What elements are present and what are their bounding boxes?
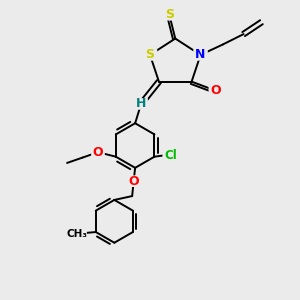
Text: S: S [165,8,174,21]
Text: O: O [210,84,221,97]
Text: O: O [93,146,103,159]
Text: S: S [146,48,154,62]
FancyBboxPatch shape [163,149,179,161]
FancyBboxPatch shape [162,9,177,21]
Text: H: H [136,98,146,110]
FancyBboxPatch shape [67,228,87,239]
FancyBboxPatch shape [193,49,208,61]
FancyBboxPatch shape [208,85,222,96]
Text: O: O [128,175,139,188]
FancyBboxPatch shape [91,146,105,158]
Text: Cl: Cl [164,149,177,162]
Text: N: N [195,48,206,62]
FancyBboxPatch shape [143,49,157,61]
FancyBboxPatch shape [134,98,148,110]
Text: CH₃: CH₃ [67,229,88,238]
FancyBboxPatch shape [127,176,140,187]
